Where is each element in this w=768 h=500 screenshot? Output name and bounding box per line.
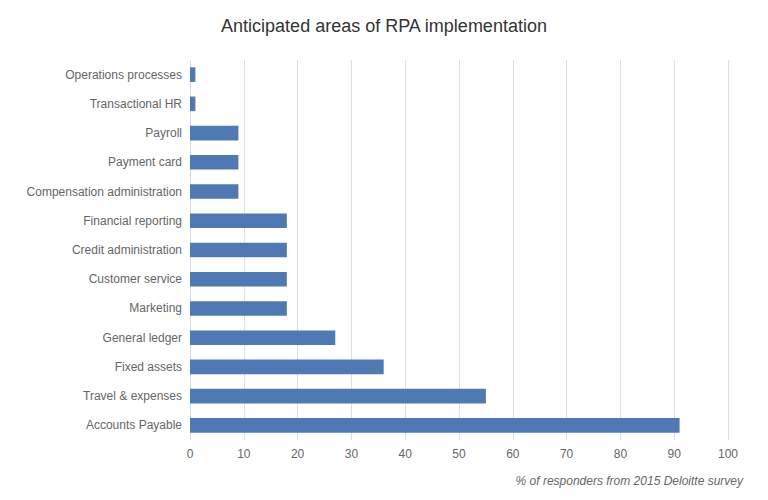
svg-text:General ledger: General ledger bbox=[103, 331, 182, 345]
svg-text:Financial reporting: Financial reporting bbox=[83, 214, 182, 228]
svg-text:90: 90 bbox=[668, 447, 682, 461]
svg-text:Travel & expenses: Travel & expenses bbox=[83, 389, 182, 403]
svg-text:Credit administration: Credit administration bbox=[72, 243, 182, 257]
svg-text:30: 30 bbox=[345, 447, 359, 461]
svg-text:Fixed assets: Fixed assets bbox=[115, 360, 182, 374]
svg-text:40: 40 bbox=[399, 447, 413, 461]
svg-text:Operations processes: Operations processes bbox=[65, 68, 182, 82]
svg-text:Payroll: Payroll bbox=[145, 126, 182, 140]
svg-text:Transactional HR: Transactional HR bbox=[90, 97, 183, 111]
svg-text:0: 0 bbox=[187, 447, 194, 461]
svg-text:20: 20 bbox=[291, 447, 305, 461]
svg-text:Compensation administration: Compensation administration bbox=[27, 185, 182, 199]
svg-text:70: 70 bbox=[560, 447, 574, 461]
svg-text:Marketing: Marketing bbox=[129, 301, 182, 315]
svg-text:50: 50 bbox=[452, 447, 466, 461]
svg-text:Payment card: Payment card bbox=[108, 155, 182, 169]
svg-text:60: 60 bbox=[506, 447, 520, 461]
svg-text:10: 10 bbox=[237, 447, 251, 461]
svg-text:100: 100 bbox=[718, 447, 738, 461]
svg-text:80: 80 bbox=[614, 447, 628, 461]
svg-text:Anticipated areas of RPA imple: Anticipated areas of RPA implementation bbox=[221, 16, 547, 36]
svg-text:% of responders from 2015 Delo: % of responders from 2015 Deloitte surve… bbox=[516, 474, 744, 488]
svg-text:Accounts Payable: Accounts Payable bbox=[86, 418, 182, 432]
svg-text:Customer service: Customer service bbox=[89, 272, 183, 286]
